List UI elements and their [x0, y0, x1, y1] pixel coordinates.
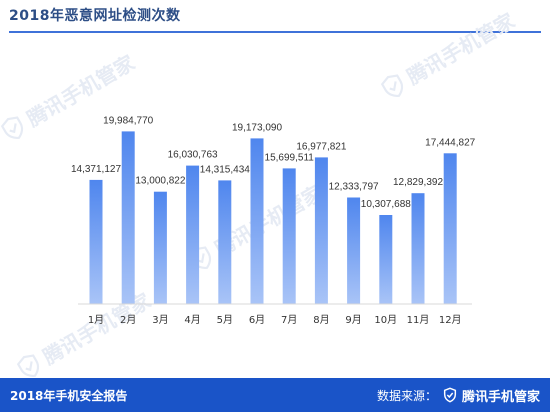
x-tick-label: 7月: [281, 314, 297, 326]
bar-5月: [218, 180, 232, 304]
brand-name: 腾讯手机管家: [461, 389, 540, 405]
bar-value-label: 14,315,434: [200, 164, 250, 175]
x-tick-label: 6月: [249, 314, 265, 326]
bar-7月: [282, 168, 296, 304]
x-tick-label: 8月: [313, 314, 329, 326]
bar-6月: [250, 138, 264, 304]
bar-10月: [379, 215, 393, 304]
tick-labels-layer: 1月 2月 3月 4月 5月 6月 7月 8月 9月 10月 11月 12月: [88, 314, 462, 326]
title-divider: [9, 31, 541, 33]
bar-12月: [443, 153, 457, 304]
bar-9月: [347, 197, 361, 304]
bar-2月: [121, 131, 135, 304]
data-source: 数据来源： 腾讯手机管家: [377, 386, 540, 405]
bar-11月: [411, 193, 425, 304]
bar-chart: 14,371,127 19,984,770 13,000,822 16,030,763…: [71, 115, 476, 326]
bar-value-label: 14,371,127: [71, 164, 121, 175]
bar-4月: [186, 165, 200, 304]
brand-logo: 腾讯手机管家: [442, 386, 540, 405]
footer-bar: 2018年手机安全报告 数据来源： 腾讯手机管家: [0, 378, 550, 412]
x-tick-label: 9月: [345, 314, 361, 326]
x-tick-label: 11月: [407, 314, 430, 326]
bar-value-label: 10,307,688: [361, 199, 411, 210]
bar-value-label: 19,173,090: [232, 122, 282, 133]
bar-3月: [153, 191, 167, 304]
shield-check-icon: [443, 387, 457, 403]
report-title: 2018年手机安全报告: [10, 388, 128, 403]
x-tick-label: 1月: [88, 314, 104, 326]
bar-value-label: 16,030,763: [168, 150, 218, 161]
value-labels-layer: 14,371,127 19,984,770 13,000,822 16,030,763…: [71, 115, 476, 210]
x-tick-label: 3月: [152, 314, 168, 326]
bar-value-label: 16,977,821: [296, 141, 346, 152]
x-tick-label: 12月: [439, 314, 462, 326]
source-label: 数据来源：: [376, 388, 437, 403]
bars-layer: [89, 131, 457, 304]
bar-value-label: 19,984,770: [103, 115, 153, 126]
bar-value-label: 15,699,511: [265, 152, 315, 163]
x-tick-label: 4月: [184, 314, 200, 326]
bar-1月: [89, 179, 103, 304]
page-title: 2018年恶意网址检测次数: [9, 8, 181, 24]
bar-value-label: 13,000,822: [135, 176, 185, 187]
bar-value-label: 12,333,797: [329, 182, 379, 193]
bar-value-label: 12,829,392: [393, 177, 443, 188]
x-tick-label: 2月: [120, 314, 136, 326]
x-tick-label: 5月: [217, 314, 233, 326]
bar-value-label: 17,444,827: [425, 137, 475, 148]
bar-8月: [314, 157, 328, 304]
x-tick-label: 10月: [374, 314, 397, 326]
